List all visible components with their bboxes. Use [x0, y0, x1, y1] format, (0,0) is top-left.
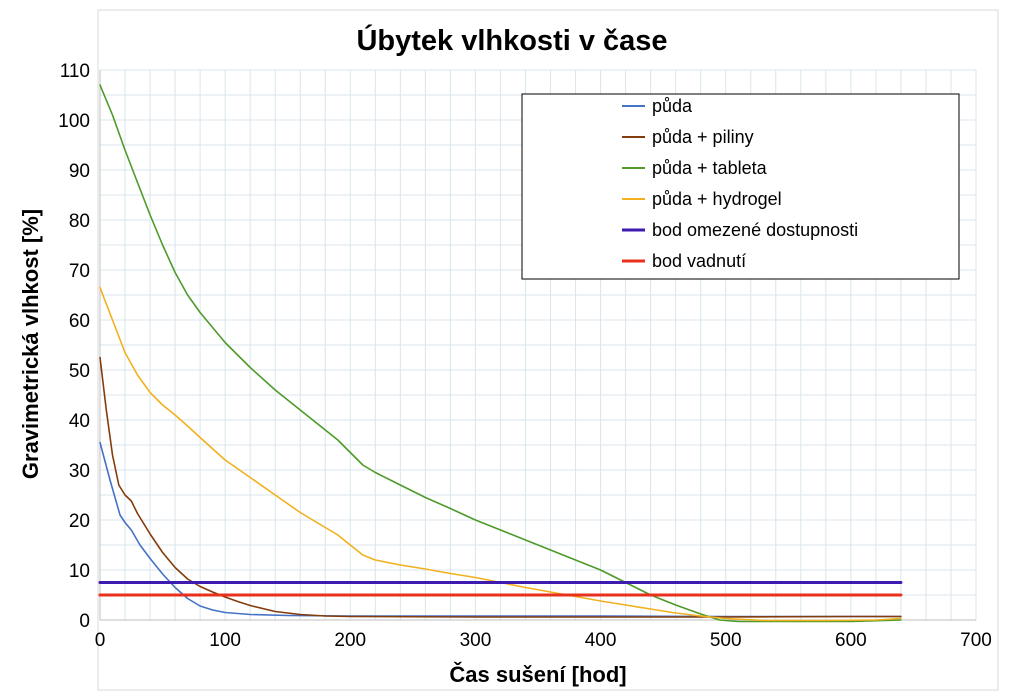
y-tick-label: 20: [69, 511, 90, 532]
series-line-1: [99, 441, 902, 618]
series-layer: [98, 84, 903, 623]
y-tick-label: 100: [58, 111, 90, 132]
y-tick-label: 110: [60, 61, 90, 82]
x-tick-label: 0: [95, 630, 106, 651]
y-tick-label: 60: [69, 311, 90, 332]
x-tick-label: 600: [835, 630, 867, 651]
x-tick-label: 100: [209, 630, 241, 651]
legend-box: [521, 93, 960, 280]
y-tick-label: 80: [69, 211, 90, 232]
legend-label: půda + piliny: [652, 127, 754, 147]
legend-label: půda + hydrogel: [652, 189, 782, 209]
x-tick-label: 300: [460, 630, 492, 651]
x-tick-label: 700: [960, 630, 992, 651]
chart-frame: [97, 9, 999, 691]
tick-labels: 0 100 200 300 400 500 600 700 0 10 20 30 40 50 60 70 80 9…: [58, 61, 992, 651]
y-axis-title: Gravimetrická vlhkost [%]: [18, 209, 43, 479]
legend-label: půda + tableta: [652, 158, 768, 178]
y-tick-label: 0: [79, 611, 90, 632]
x-tick-label: 400: [585, 630, 617, 651]
series-line-3: [99, 84, 902, 623]
y-tick-label: 50: [69, 361, 90, 382]
chart-title: Úbytek vlhkosti v čase: [356, 23, 667, 57]
series-line-2: [99, 356, 902, 618]
legend-label: bod vadnutí: [652, 251, 746, 271]
legend-label: bod omezené dostupnosti: [652, 220, 858, 240]
y-tick-label: 90: [69, 161, 90, 182]
y-tick-label: 40: [69, 411, 90, 432]
x-tick-label: 500: [710, 630, 742, 651]
legend: půda půda + piliny půda + tableta půda + hy…: [521, 93, 960, 280]
y-tick-label: 10: [69, 561, 90, 582]
x-axis-title: Čas sušení [hod]: [449, 662, 626, 687]
y-tick-label: 70: [69, 261, 90, 282]
series-line-4: [99, 286, 902, 622]
x-tick-label: 200: [334, 630, 366, 651]
y-tick-label: 30: [69, 461, 90, 482]
legend-label: půda: [652, 96, 693, 116]
